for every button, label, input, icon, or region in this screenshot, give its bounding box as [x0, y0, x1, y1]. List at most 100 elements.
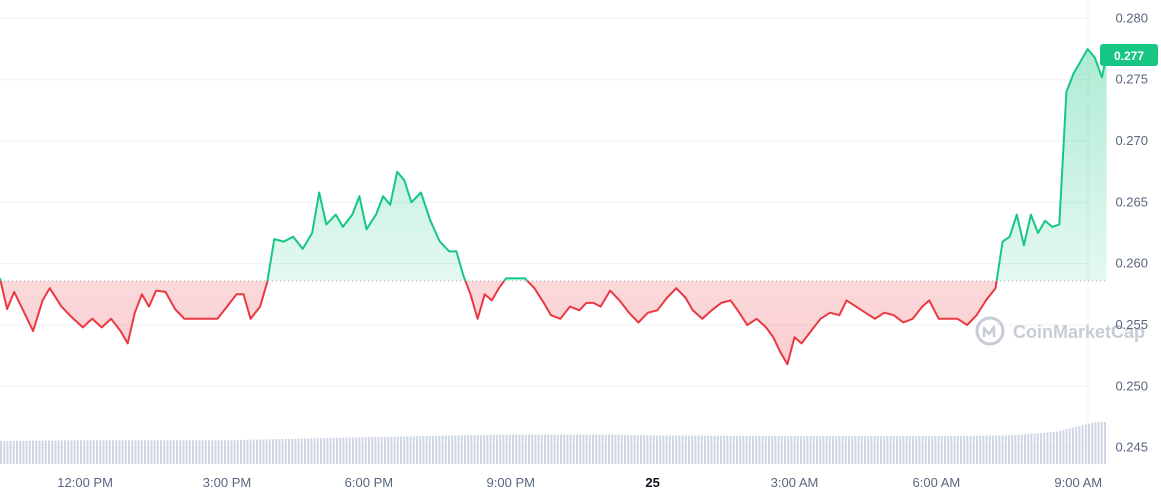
- volume-bar: [870, 436, 873, 464]
- volume-bar: [944, 435, 946, 464]
- volume-bar: [1097, 422, 1100, 464]
- volume-bar: [896, 436, 898, 464]
- volume-bar: [889, 436, 892, 464]
- volume-bar: [729, 435, 732, 464]
- volume-bar: [876, 436, 879, 464]
- volume-bar: [960, 435, 962, 464]
- volume-bar: [0, 440, 2, 464]
- volume-bar: [931, 436, 934, 464]
- volume-bar: [595, 434, 598, 464]
- volume-bar: [214, 440, 217, 464]
- volume-bar: [620, 434, 623, 464]
- volume-bar: [524, 434, 527, 464]
- volume-bar: [758, 435, 761, 464]
- volume-bar: [387, 436, 390, 464]
- volume-bar: [496, 434, 498, 464]
- volume-bar: [480, 435, 482, 464]
- volume-bar: [169, 440, 172, 464]
- volume-bar: [188, 440, 191, 464]
- volume-bar: [1030, 433, 1033, 464]
- volume-bar: [467, 435, 470, 464]
- volume-bar: [1049, 432, 1052, 464]
- x-tick-label: 3:00 PM: [203, 475, 251, 490]
- volume-bar: [668, 435, 671, 464]
- volume-bar: [32, 440, 34, 464]
- volume-bar: [537, 434, 540, 464]
- volume-bar: [1068, 428, 1071, 464]
- volume-bar: [416, 436, 418, 464]
- volume-bar: [793, 436, 796, 464]
- volume-bar: [832, 436, 834, 464]
- volume-bar: [499, 434, 502, 464]
- volume-bar: [976, 435, 978, 464]
- volume-bar: [969, 435, 972, 464]
- volume-bar: [1043, 432, 1046, 464]
- volume-bar: [985, 435, 988, 464]
- volume-bar: [656, 435, 658, 464]
- volume-bar: [1014, 434, 1017, 464]
- volume-bar: [198, 440, 201, 464]
- volume-bar: [764, 435, 767, 464]
- volume-bar: [576, 434, 578, 464]
- volume-bar: [777, 435, 780, 464]
- volume-bar: [272, 439, 274, 464]
- volume-bar: [256, 439, 258, 464]
- volume-bar: [624, 434, 626, 464]
- volume-bar: [252, 439, 255, 464]
- volume-bar: [166, 440, 169, 464]
- volume-bar: [956, 435, 959, 464]
- volume-bar: [700, 435, 703, 464]
- volume-bar: [649, 435, 652, 464]
- volume-bar: [454, 435, 457, 464]
- volume-bar: [118, 440, 121, 464]
- volume-bar: [1001, 435, 1004, 464]
- volume-bar: [368, 437, 370, 464]
- volume-bar: [950, 435, 953, 464]
- volume-bar: [809, 436, 812, 464]
- volume-bar: [547, 434, 550, 464]
- volume-bar: [732, 435, 735, 464]
- price-area: [0, 49, 1107, 365]
- volume-bar: [899, 436, 902, 464]
- volume-bar: [224, 440, 226, 464]
- volume-bar: [86, 440, 89, 464]
- volume-bar: [329, 437, 332, 464]
- volume-bar: [371, 437, 374, 464]
- volume-bar: [412, 436, 415, 464]
- volume-bar: [80, 440, 82, 464]
- volume-bar: [444, 435, 447, 464]
- volume-bar: [473, 435, 476, 464]
- volume-bar: [627, 434, 630, 464]
- x-tick-label: 6:00 PM: [345, 475, 393, 490]
- volume-bar: [48, 440, 50, 464]
- volume-bar: [1094, 422, 1097, 464]
- grid: [0, 0, 1089, 466]
- volume-bar: [851, 436, 854, 464]
- volume-bar: [163, 440, 166, 464]
- volume-bar: [553, 434, 556, 464]
- volume-bar: [812, 436, 815, 464]
- volume-bar: [409, 436, 412, 464]
- volume-bar: [982, 435, 985, 464]
- volume-bar: [1065, 429, 1068, 464]
- volume-bar: [953, 435, 956, 464]
- volume-bar: [636, 435, 639, 464]
- volume-bar: [825, 436, 828, 464]
- volume-bar: [998, 435, 1001, 464]
- x-tick-label: 9:00 PM: [487, 475, 535, 490]
- volume-bar: [211, 440, 214, 464]
- volume-bar: [19, 440, 22, 464]
- volume-bar: [691, 435, 694, 464]
- volume-bar: [115, 440, 118, 464]
- volume-bar: [1091, 422, 1094, 464]
- volume-bar: [41, 440, 44, 464]
- volume-bar: [784, 436, 786, 464]
- volume-bar: [51, 440, 54, 464]
- volume-bar: [672, 435, 674, 464]
- volume-bar: [774, 435, 777, 464]
- volume-bar: [57, 440, 60, 464]
- volume-bar: [1033, 433, 1036, 464]
- volume-bar: [1075, 426, 1078, 464]
- volume-bar: [284, 438, 287, 464]
- volume-bar: [681, 435, 684, 464]
